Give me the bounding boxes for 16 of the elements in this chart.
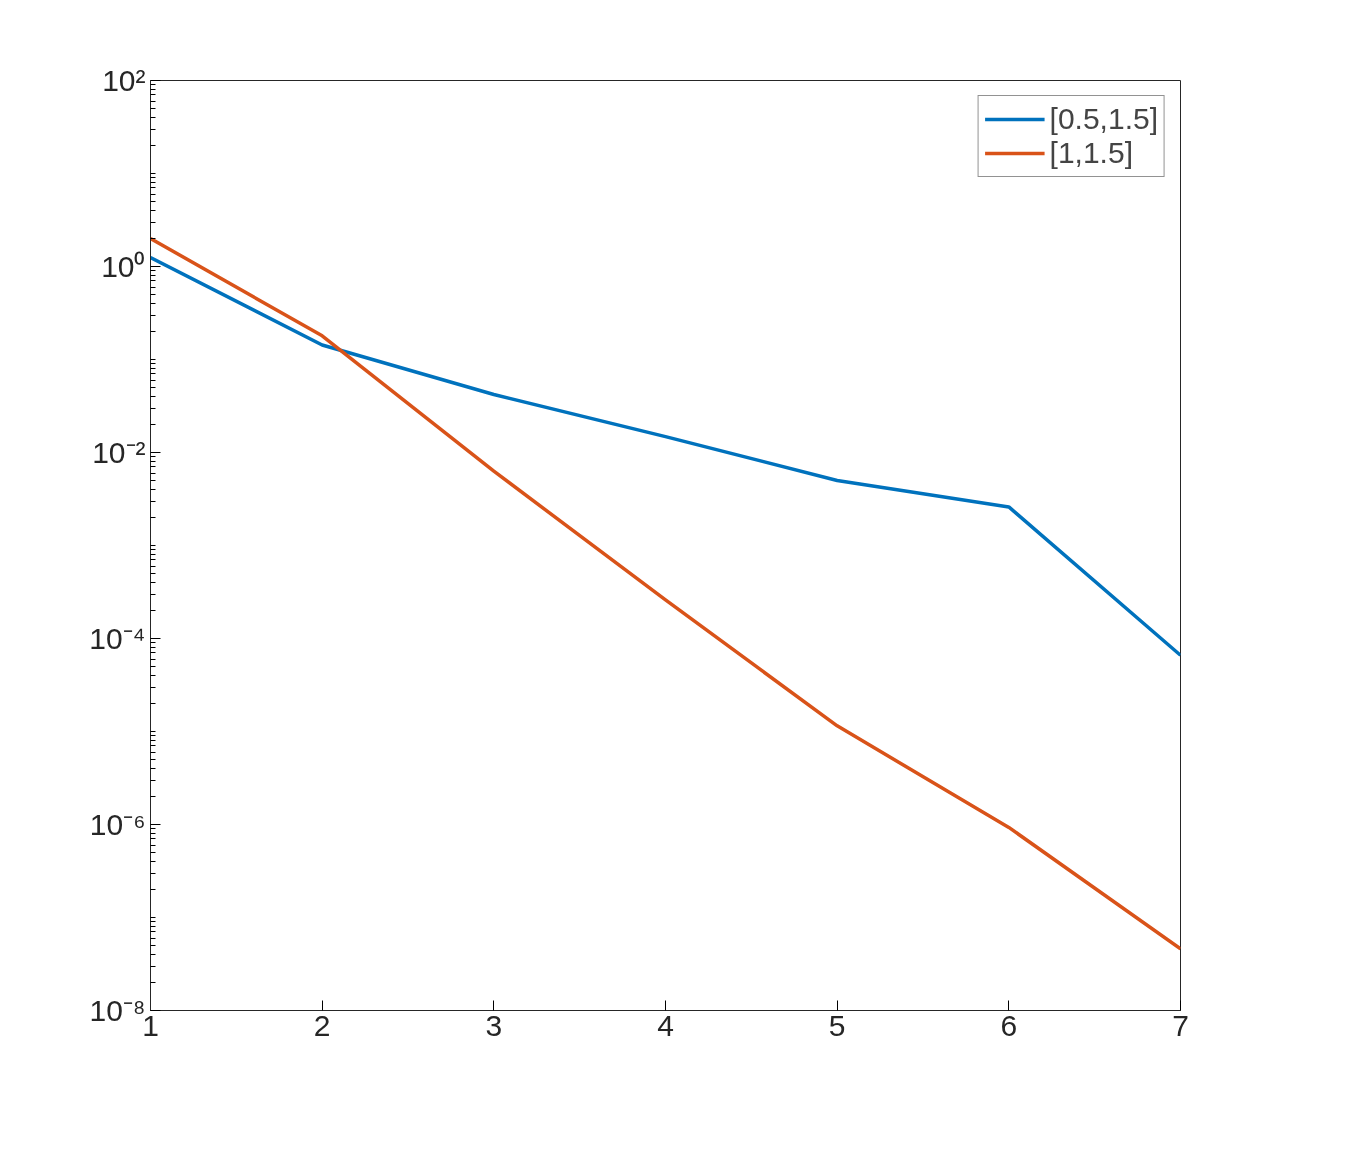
legend-label: [1,1.5] [1049,136,1133,170]
x-tick-label: 5 [828,1008,846,1042]
y-tick-label: 10⁻⁶ [89,808,146,841]
line-series [150,236,1181,951]
x-tick-label: 4 [657,1008,674,1042]
x-tick-label: 6 [1000,1008,1018,1042]
y-tick-label: 10⁻² [92,436,146,469]
x-tick-label: 3 [485,1008,503,1042]
line-series [150,255,1181,658]
y-tick-label: 10² [102,64,146,97]
legend-label: [0.5,1.5] [1049,102,1158,136]
y-tick-label: 10⁻⁸ [89,994,146,1027]
x-tick-label: 7 [1172,1008,1189,1042]
y-tick-label: 10⁰ [101,250,146,283]
y-tick-label: 10⁻⁴ [89,622,146,655]
x-tick-label: 2 [313,1008,331,1042]
